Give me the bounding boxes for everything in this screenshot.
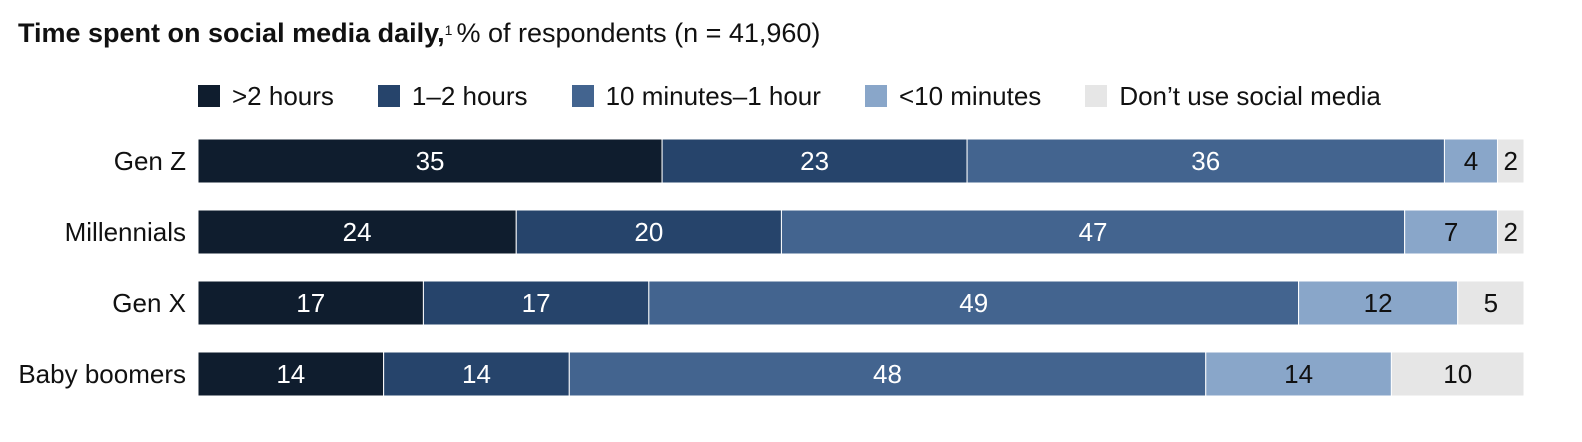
data-label: 20 [634,217,663,247]
legend-item: <10 minutes [864,80,1042,112]
data-label: 49 [959,288,988,318]
bar-segment [966,138,1445,184]
data-label: 4 [1464,146,1478,176]
data-label: 23 [800,146,829,176]
legend-item: 1–2 hours [377,80,528,112]
data-label: 14 [276,359,305,389]
legend-label: Don’t use social media [1119,80,1381,111]
bar-segment [422,280,650,326]
legend: >2 hours 1–2 hours 10 minutes–1 hour <10 mi… [198,80,1425,112]
legend-label: 1–2 hours [411,80,528,111]
legend-label: 10 minutes–1 hour [605,80,821,111]
legend-label: >2 hours [232,80,334,111]
legend-swatch [571,85,594,107]
legend-swatch [1085,85,1108,107]
bar-segment [197,351,385,397]
data-label: 14 [1284,359,1313,389]
category-label: Millennials [65,217,186,247]
bar-segment [197,138,663,184]
category-label: Gen Z [114,146,186,176]
data-label: 5 [1484,288,1498,318]
legend-swatch [864,85,887,107]
bar-segment [383,351,570,397]
legend-swatch [377,85,400,107]
bar-segment [661,138,968,184]
bar-segment [515,209,782,255]
bar-segment [197,280,424,326]
bar-segment [1457,280,1525,326]
chart-title: Time spent on social media daily,1% of r… [18,18,820,49]
data-label: 48 [873,359,902,389]
category-label: Gen X [112,288,186,318]
bar-segment [1443,138,1498,184]
bar-segment [1496,209,1525,255]
bar-segment [1390,351,1525,397]
bar-segment [1496,138,1525,184]
data-label: 24 [343,217,372,247]
data-label: 7 [1444,217,1458,247]
bar-segment [1205,351,1392,397]
legend-item: >2 hours [198,81,334,112]
legend-swatch [198,85,220,107]
bar-segment [568,351,1207,397]
legend-label: <10 minutes [898,80,1042,111]
title-footnote: 1 [444,22,453,38]
bar-segment [648,280,1300,326]
bar-segment [780,209,1406,255]
chart-title-text: Time spent on social media daily, [18,18,445,48]
bar-segment [1404,209,1498,255]
data-label: 10 [1443,359,1472,389]
legend-item: 10 minutes–1 hour [571,80,821,112]
data-label: 2 [1504,146,1518,176]
data-label: 2 [1504,217,1518,247]
data-label: 14 [462,359,491,389]
data-label: 47 [1079,217,1108,247]
category-label: Baby boomers [18,359,186,389]
data-label: 36 [1191,146,1220,176]
data-label: 12 [1364,288,1393,318]
bar-segment [197,209,517,255]
legend-item: Don’t use social media [1085,81,1381,112]
chart-subtitle: % of respondents (n = 41,960) [456,18,821,48]
data-label: 17 [296,288,325,318]
data-label: 35 [416,146,445,176]
bar-segment [1298,280,1459,326]
data-label: 17 [522,288,551,318]
